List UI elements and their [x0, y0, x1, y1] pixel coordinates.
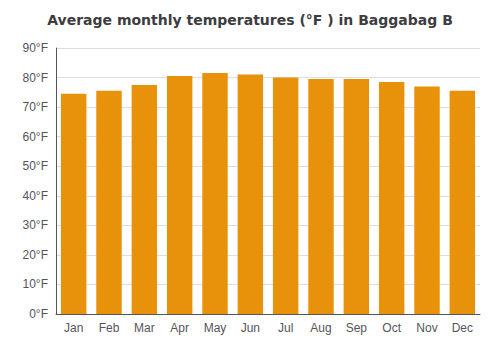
- svg-text:Jan: Jan: [64, 321, 83, 335]
- svg-text:80°F: 80°F: [23, 71, 48, 85]
- svg-text:Mar: Mar: [134, 321, 155, 335]
- svg-text:Nov: Nov: [416, 321, 437, 335]
- svg-text:20°F: 20°F: [23, 248, 48, 262]
- svg-text:Aug: Aug: [310, 321, 331, 335]
- svg-text:Sep: Sep: [346, 321, 368, 335]
- svg-text:Apr: Apr: [170, 321, 189, 335]
- svg-text:60°F: 60°F: [23, 130, 48, 144]
- svg-text:Jun: Jun: [241, 321, 260, 335]
- svg-text:10°F: 10°F: [23, 277, 48, 291]
- svg-text:Dec: Dec: [452, 321, 473, 335]
- svg-text:Oct: Oct: [382, 321, 401, 335]
- svg-text:Average monthly temperatures (: Average monthly temperatures (°F ) in Ba…: [47, 12, 453, 28]
- svg-text:30°F: 30°F: [23, 218, 48, 232]
- svg-text:90°F: 90°F: [23, 41, 48, 55]
- svg-text:50°F: 50°F: [23, 159, 48, 173]
- svg-text:Feb: Feb: [99, 321, 120, 335]
- svg-text:40°F: 40°F: [23, 189, 48, 203]
- svg-text:70°F: 70°F: [23, 100, 48, 114]
- svg-text:Jul: Jul: [278, 321, 293, 335]
- svg-text:May: May: [204, 321, 227, 335]
- svg-text:0°F: 0°F: [29, 307, 48, 321]
